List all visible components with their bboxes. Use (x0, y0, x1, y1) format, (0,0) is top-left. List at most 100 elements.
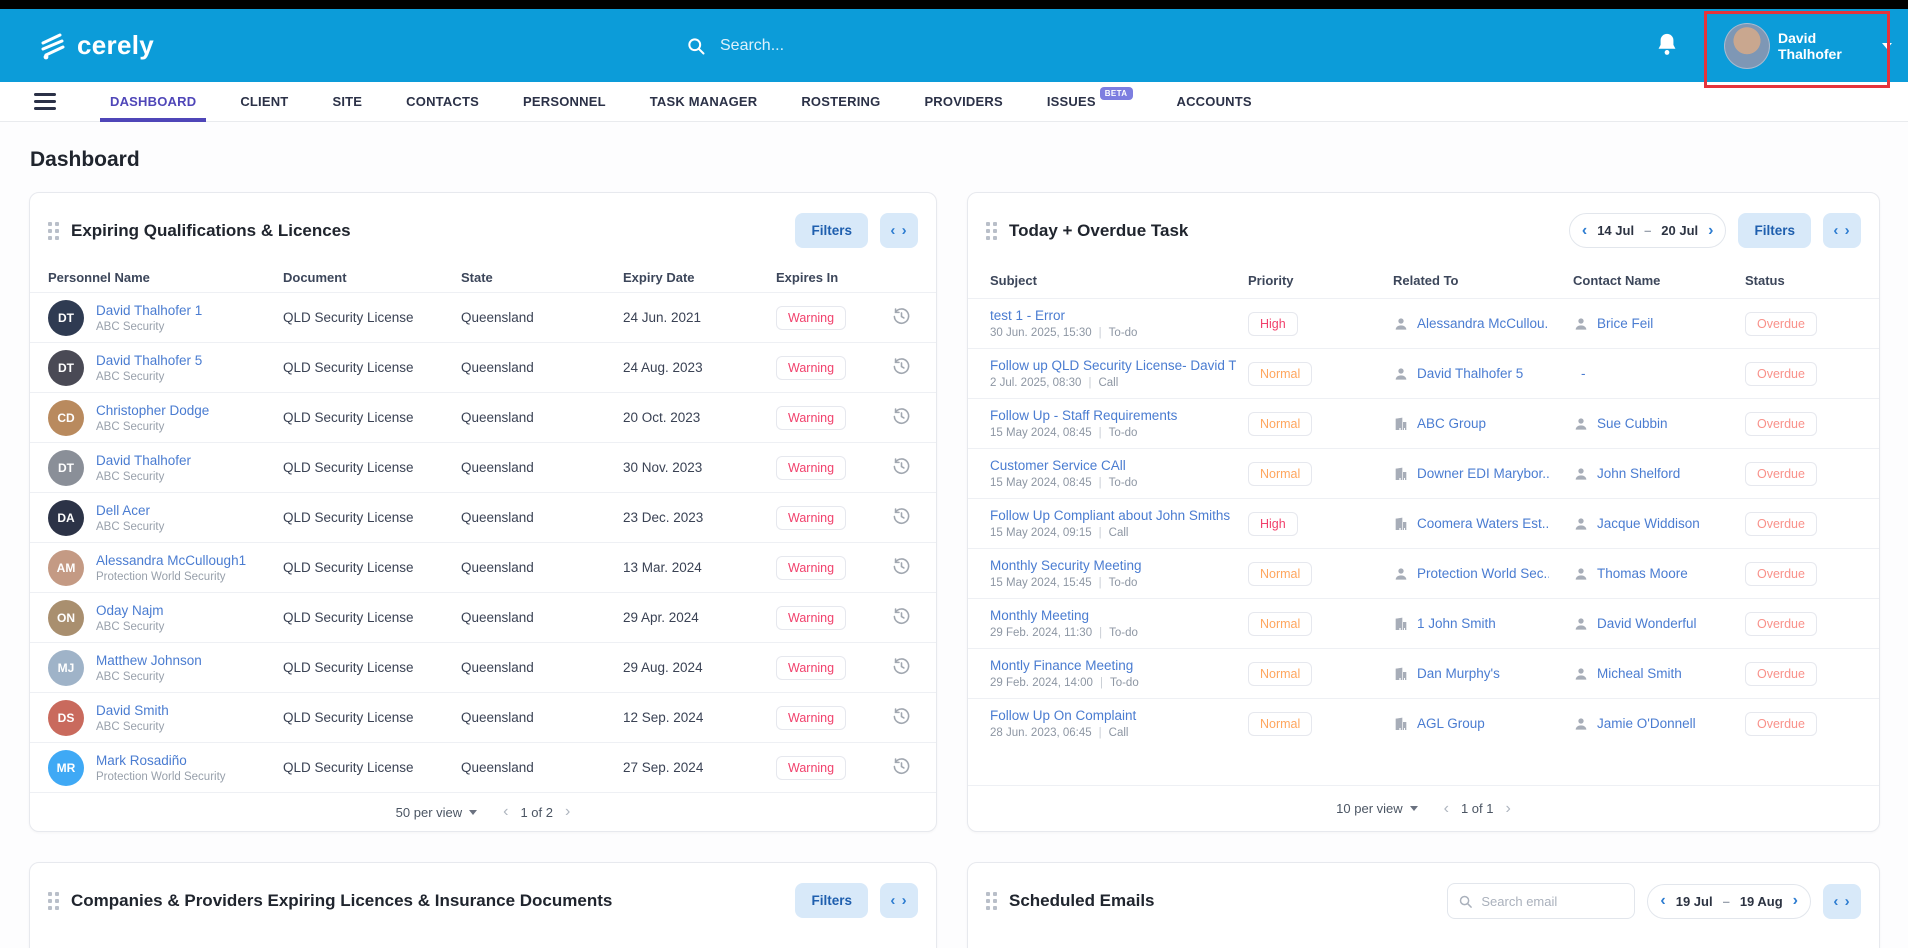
drag-handle-icon[interactable] (986, 892, 997, 910)
nav-item[interactable]: DASHBOARD (99, 82, 207, 122)
task-subject-link[interactable]: Monthly Security Meeting (990, 558, 1142, 573)
range-prev-icon[interactable]: ‹ (1581, 221, 1588, 239)
personnel-avatar[interactable]: ON (48, 599, 84, 636)
next-page-button[interactable]: › (1505, 799, 1511, 817)
history-icon[interactable] (892, 407, 911, 429)
related-to-link[interactable]: 1 John Smith (1417, 616, 1496, 631)
related-to-link[interactable]: AGL Group (1417, 716, 1485, 731)
task-subject-link[interactable]: Monthly Meeting (990, 608, 1090, 623)
contact-name-link[interactable]: Jamie O'Donnell (1597, 716, 1696, 731)
contact-name-link[interactable]: Micheal Smith (1597, 666, 1682, 681)
history-icon[interactable] (892, 557, 911, 579)
filters-button[interactable]: Filters (795, 213, 868, 248)
personnel-avatar[interactable]: CD (48, 399, 84, 436)
related-to-link[interactable]: Downer EDI Marybor... (1417, 466, 1549, 481)
filters-button[interactable]: Filters (1738, 213, 1811, 248)
personnel-name-link[interactable]: Mark Rosadiño (96, 752, 187, 768)
personnel-avatar[interactable]: DS (48, 699, 84, 736)
task-subject-link[interactable]: Follow up QLD Security License- David Th (990, 358, 1236, 373)
personnel-avatar[interactable]: MJ (48, 649, 84, 686)
filters-button[interactable]: Filters (795, 883, 868, 918)
range-next-icon[interactable]: › (1792, 892, 1798, 909)
related-to-link[interactable]: Alessandra McCullou... (1417, 316, 1549, 331)
prev-page-button[interactable]: ‹ (1443, 799, 1449, 817)
history-icon[interactable] (892, 707, 911, 729)
drag-handle-icon[interactable] (986, 221, 997, 240)
menu-hamburger-icon[interactable] (34, 93, 56, 110)
nav-item[interactable]: SITE (332, 82, 362, 121)
related-to-link[interactable]: Protection World Sec... (1417, 566, 1549, 581)
task-subject-link[interactable]: Follow Up Compliant about John Smiths (990, 508, 1231, 523)
personnel-name-link[interactable]: Oday Najm (96, 602, 164, 618)
nav-item[interactable]: PERSONNEL (523, 82, 606, 121)
personnel-avatar[interactable]: DA (48, 499, 84, 536)
chevron-down-icon (469, 809, 478, 815)
contact-name-link[interactable]: Brice Feil (1597, 316, 1654, 331)
contact-name-link[interactable]: John Shelford (1597, 466, 1681, 481)
card-nav-arrows-button[interactable]: ‹ › (880, 883, 918, 918)
personnel-name-link[interactable]: David Thalhofer (96, 452, 192, 468)
card-nav-arrows-button[interactable]: ‹ › (880, 213, 918, 248)
range-prev-icon[interactable]: ‹ (1660, 892, 1666, 909)
contact-name-link[interactable]: Sue Cubbin (1597, 416, 1668, 431)
user-avatar[interactable] (1724, 22, 1770, 69)
email-search-input[interactable] (1481, 893, 1622, 909)
history-icon[interactable] (892, 507, 911, 529)
card-nav-arrows-button[interactable]: ‹ › (1823, 213, 1861, 248)
related-to-link[interactable]: Dan Murphy's (1417, 666, 1500, 681)
nav-item[interactable]: TASK MANAGER (650, 82, 758, 121)
history-icon[interactable] (892, 657, 911, 679)
task-subject-link[interactable]: Follow Up On Complaint (990, 708, 1137, 723)
email-search-box[interactable] (1447, 883, 1636, 919)
personnel-name-link[interactable]: Dell Acer (96, 502, 151, 518)
drag-handle-icon[interactable] (48, 221, 59, 240)
contact-name-link[interactable]: Thomas Moore (1597, 566, 1688, 581)
history-icon[interactable] (892, 757, 911, 779)
personnel-name-link[interactable]: David Smith (96, 702, 169, 718)
brand-logo[interactable]: cerely (38, 30, 154, 61)
history-icon[interactable] (892, 607, 911, 629)
notifications-bell-icon[interactable] (1656, 32, 1678, 59)
search-input[interactable] (720, 36, 1060, 55)
personnel-avatar[interactable]: DT (48, 349, 84, 386)
history-icon[interactable] (892, 457, 911, 479)
per-view-select[interactable]: 10 per view (1336, 801, 1418, 816)
card-nav-arrows-button[interactable]: ‹ › (1823, 883, 1861, 919)
related-to-link[interactable]: ABC Group (1417, 416, 1487, 431)
contact-name-link[interactable]: David Wonderful (1597, 616, 1697, 631)
user-menu-chevron-down-icon[interactable] (1882, 42, 1892, 49)
drag-handle-icon[interactable] (48, 891, 59, 910)
task-subject-link[interactable]: Customer Service CAll (990, 458, 1126, 473)
task-subject-link[interactable]: Follow Up - Staff Requirements (990, 408, 1178, 423)
personnel-name-link[interactable]: Matthew Johnson (96, 652, 202, 668)
personnel-name-link[interactable]: Alessandra McCullough1 (96, 552, 247, 568)
personnel-name-link[interactable]: Christopher Dodge (96, 402, 210, 418)
contact-name-link[interactable]: - (1581, 366, 1586, 381)
global-search[interactable] (686, 9, 1106, 82)
date-range-picker[interactable]: ‹ 19 Jul – 19 Aug › (1647, 883, 1811, 919)
task-subject-link[interactable]: Montly Finance Meeting (990, 658, 1134, 673)
date-range-picker[interactable]: ‹ 14 Jul – 20 Jul › (1568, 213, 1727, 248)
personnel-name-link[interactable]: David Thalhofer 1 (96, 302, 203, 318)
prev-page-button[interactable]: ‹ (503, 803, 509, 821)
related-to-link[interactable]: Coomera Waters Est... (1417, 516, 1549, 531)
personnel-avatar[interactable]: DT (48, 449, 84, 486)
nav-item[interactable]: ACCOUNTS (1177, 82, 1252, 121)
nav-item[interactable]: CLIENT (240, 82, 288, 121)
nav-item[interactable]: ISSUES BETA (1047, 82, 1133, 121)
per-view-select[interactable]: 50 per view (396, 805, 478, 820)
personnel-avatar[interactable]: AM (48, 549, 84, 586)
range-next-icon[interactable]: › (1708, 221, 1714, 239)
next-page-button[interactable]: › (565, 803, 571, 821)
related-to-link[interactable]: David Thalhofer 5 (1417, 366, 1524, 381)
task-subject-link[interactable]: test 1 - Error (990, 308, 1066, 323)
nav-item[interactable]: PROVIDERS (924, 82, 1002, 121)
history-icon[interactable] (892, 357, 911, 379)
personnel-name-link[interactable]: David Thalhofer 5 (96, 352, 203, 368)
nav-item[interactable]: ROSTERING (801, 82, 880, 121)
contact-name-link[interactable]: Jacque Widdison (1597, 516, 1700, 531)
nav-item[interactable]: CONTACTS (406, 82, 479, 121)
history-icon[interactable] (892, 307, 911, 329)
personnel-avatar[interactable]: DT (48, 299, 84, 336)
personnel-avatar[interactable]: MR (48, 749, 84, 786)
